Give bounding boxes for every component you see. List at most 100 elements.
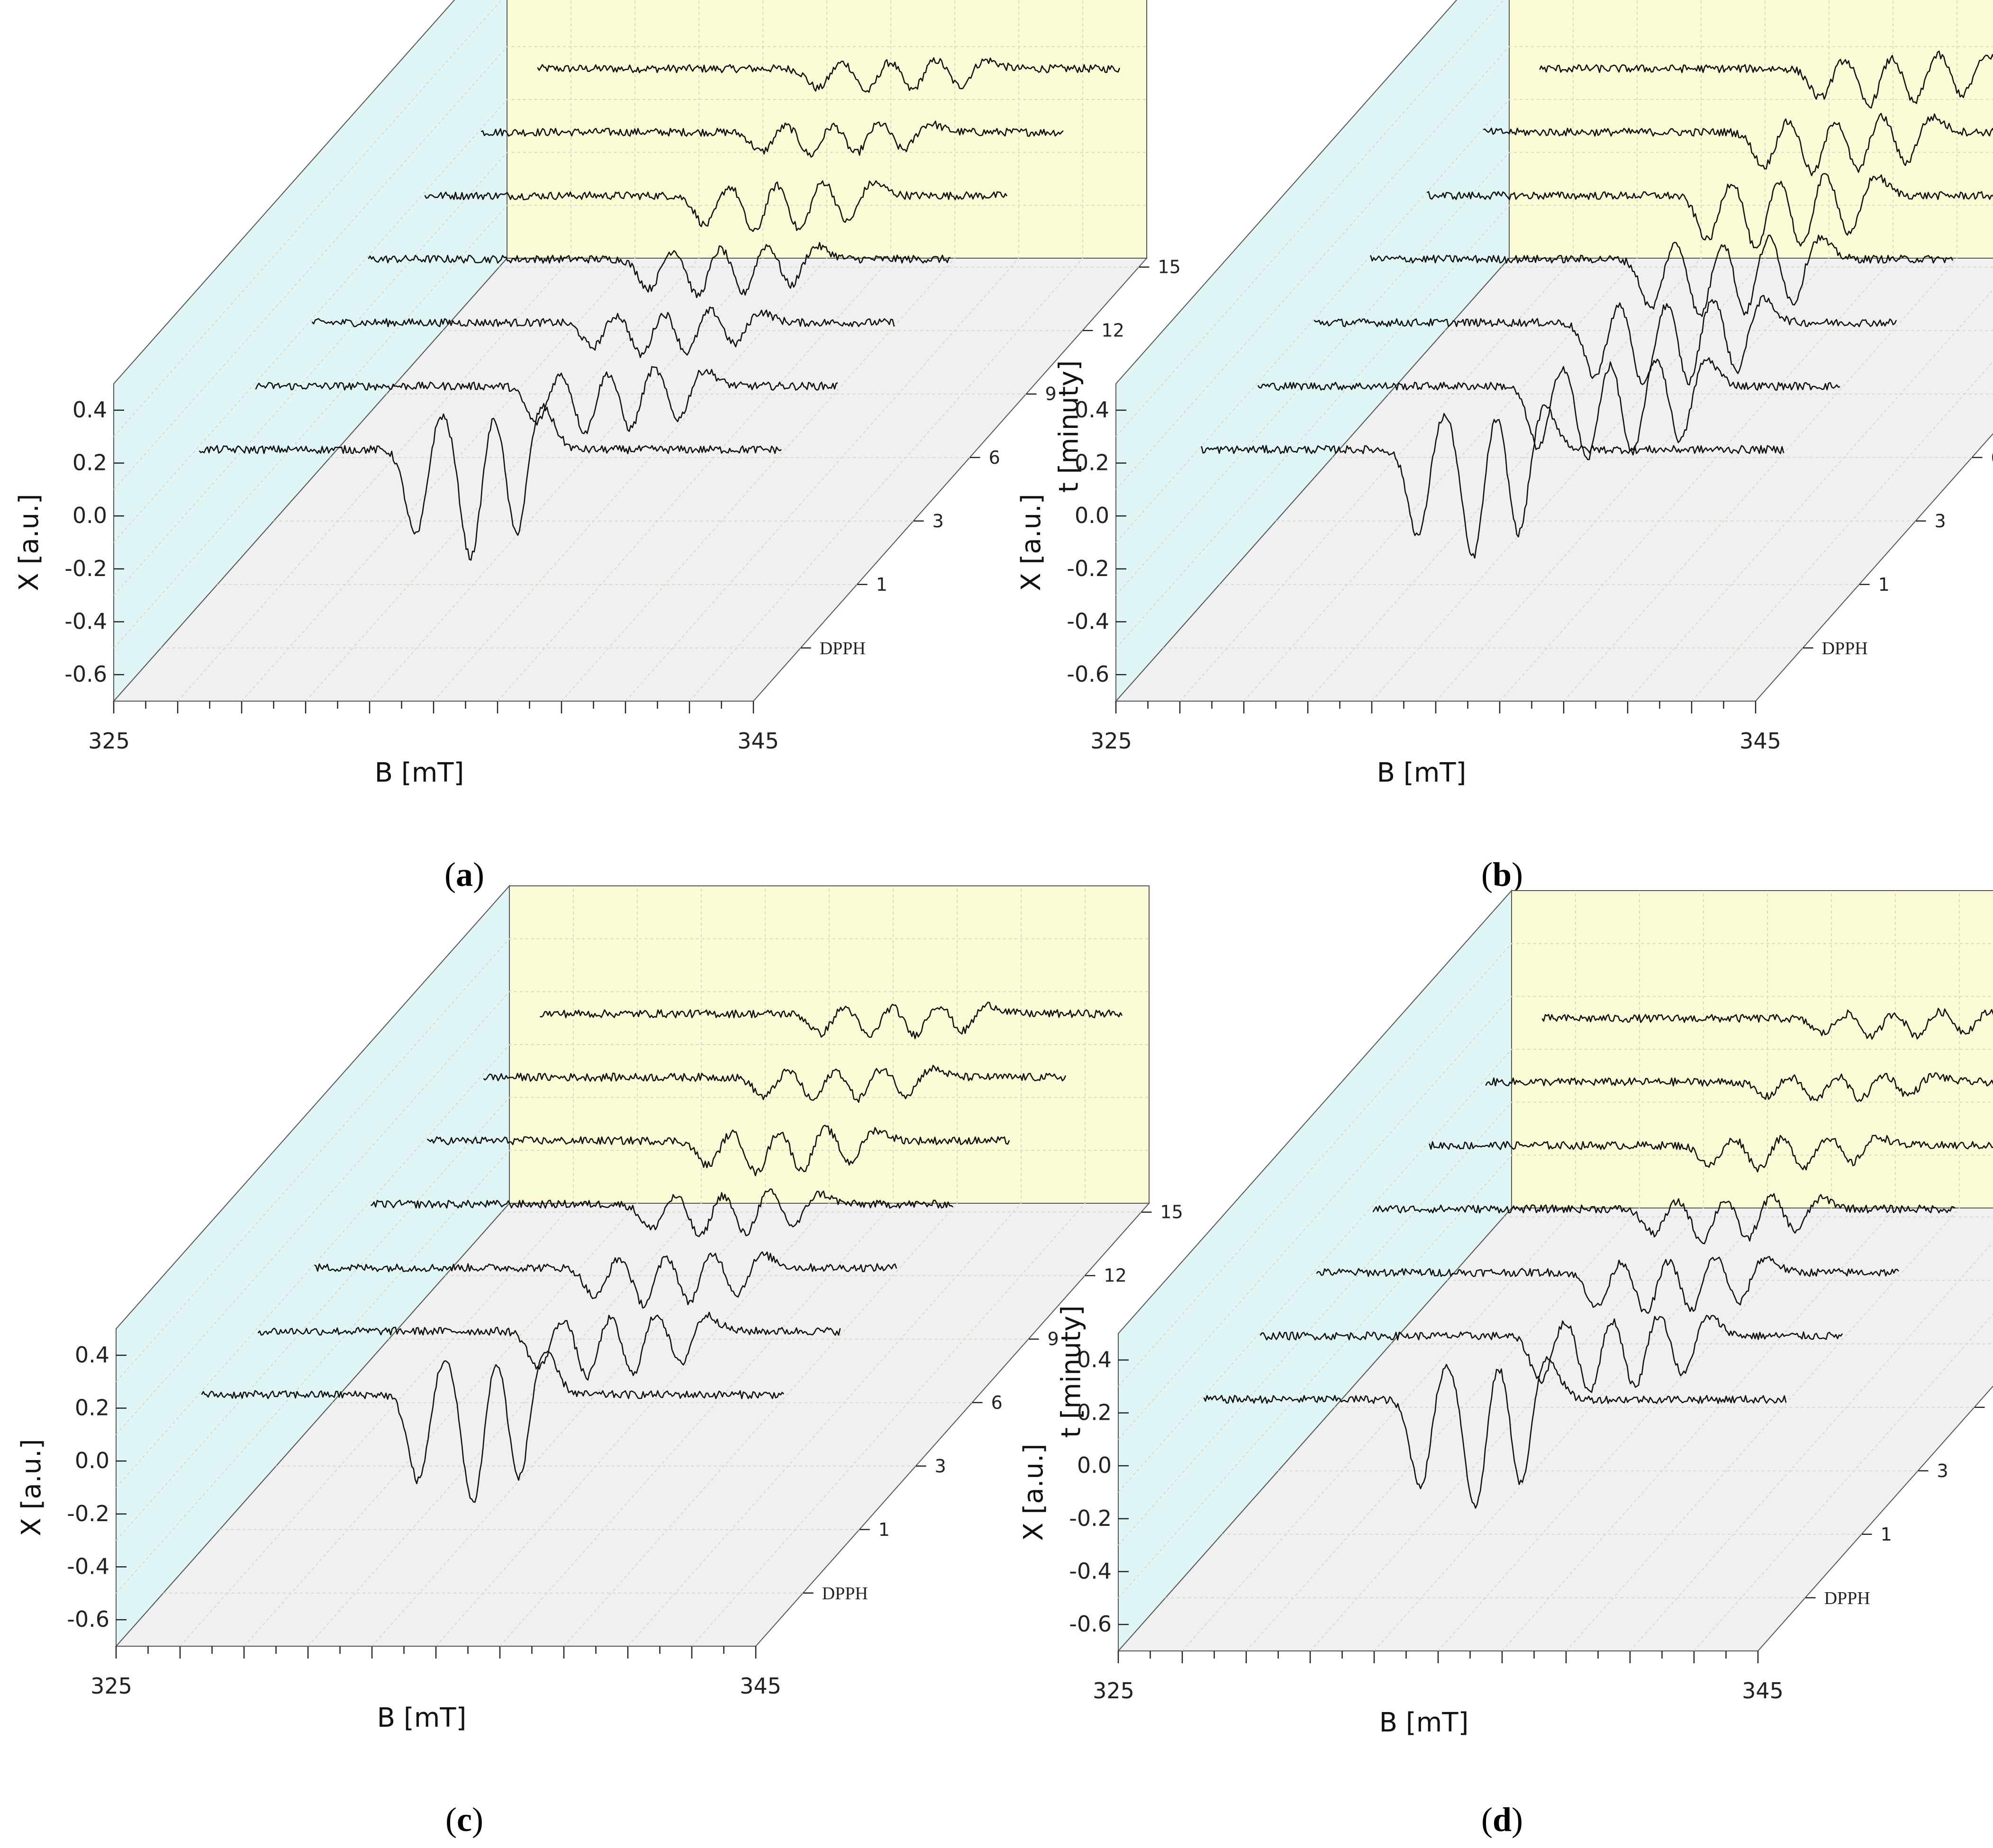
traces xyxy=(201,1001,1123,1503)
t-tick-label: 3 xyxy=(1937,1460,1948,1481)
trace-9 xyxy=(1429,1135,1993,1172)
grid-line-x xyxy=(1115,205,1993,649)
b-axis: 325 345 B [mT] xyxy=(1093,1651,1784,1738)
caption-letter: a xyxy=(456,856,473,893)
grid-line-x xyxy=(113,46,1147,490)
y-tick-label: -0.4 xyxy=(1067,609,1109,634)
grid-line-x xyxy=(113,99,1147,543)
b-axis-title: B [mT] xyxy=(377,1703,467,1733)
trace-9 xyxy=(1426,173,1993,249)
panel-caption: (d) xyxy=(1481,1801,1523,1839)
y-tick-label: -0.2 xyxy=(67,1501,109,1526)
t-tick-label: 3 xyxy=(1935,511,1946,532)
b-tick-label-min: 325 xyxy=(88,728,130,754)
y-tick-label: -0.6 xyxy=(1067,661,1109,687)
grid-lines xyxy=(1115,0,1993,702)
y-tick-label: 0.4 xyxy=(75,1342,109,1368)
traces xyxy=(1203,1008,1993,1509)
b-axis: 325 345 B [mT] xyxy=(88,701,779,788)
grid-line-x xyxy=(1118,1049,1993,1493)
grid-line-x xyxy=(113,152,1147,596)
grid-line-b xyxy=(499,886,894,1647)
grid-line-b xyxy=(1246,891,1640,1651)
trace-6 xyxy=(1372,1193,1956,1244)
trace-12 xyxy=(480,120,1064,158)
y-tick-label: 0.0 xyxy=(75,1448,109,1473)
trace-9 xyxy=(424,180,1008,232)
trace-12 xyxy=(1485,1072,1993,1102)
grid-line-b xyxy=(241,0,635,702)
t-tick-label: 3 xyxy=(933,511,944,532)
grid-line-x xyxy=(1118,996,1993,1440)
grid-line-x xyxy=(116,938,1149,1382)
trace-DPPH xyxy=(199,403,782,561)
y-axis-title: X [a.u.] xyxy=(1018,1443,1049,1541)
t-tick-label: 9 xyxy=(1045,384,1056,405)
panel-d: 0.4 0.2 0.0 -0.2 -0.4 -0.6 X [a.u.] 325 345 B [mT… xyxy=(1018,889,1993,1839)
t-tick-label: DPPH xyxy=(820,639,866,658)
traces xyxy=(1201,50,1993,559)
y-axis-title: X [a.u.] xyxy=(1016,494,1047,591)
b-axis-title: B [mT] xyxy=(1377,757,1467,788)
trace-9 xyxy=(426,1125,1010,1176)
grid-lines xyxy=(1118,891,1993,1651)
panel-caption: (a) xyxy=(444,856,484,893)
trace-DPPH xyxy=(201,1351,785,1503)
t-tick-label: 1 xyxy=(1878,574,1890,595)
grid-line-x xyxy=(1115,99,1993,543)
x-value-axis: 0.4 0.2 0.0 -0.2 -0.4 -0.6 X [a.u.] xyxy=(1018,1347,1129,1637)
caption-letter: c xyxy=(457,1801,472,1839)
grid-line-x xyxy=(116,1044,1149,1488)
caption-letter: d xyxy=(1493,1801,1512,1839)
trace-6 xyxy=(368,242,951,298)
trace-1 xyxy=(1257,357,1840,460)
traces xyxy=(199,57,1121,561)
b-tick-label-min: 325 xyxy=(1093,1678,1134,1704)
grid-line-b xyxy=(1243,0,1638,702)
trace-DPPH xyxy=(1203,1356,1787,1509)
b-tick-label-min: 325 xyxy=(1090,728,1132,754)
t-tick-label: 12 xyxy=(1104,1265,1126,1286)
grid-line-b xyxy=(1307,0,1702,702)
t-axis-title: t [minuty] xyxy=(1054,360,1085,493)
y-tick-label: 0.4 xyxy=(1075,397,1109,423)
trace-15 xyxy=(1541,1008,1993,1040)
b-tick-label-max: 345 xyxy=(737,728,779,754)
grid-line-b xyxy=(244,886,638,1647)
panel-b: 0.4 0.2 0.0 -0.2 -0.4 -0.6 X [a.u.] 325 345 B [mT… xyxy=(1016,0,1993,893)
t-tick-label: 6 xyxy=(991,1392,1003,1413)
panel-a: 0.4 0.2 0.0 -0.2 -0.4 -0.6 X [a.u.] 325 345 B [mT… xyxy=(14,0,1181,893)
y-tick-label: 0.2 xyxy=(72,450,107,476)
grid-line-x xyxy=(116,1150,1149,1594)
back-wall-plane xyxy=(1509,0,1993,259)
grid-line-x xyxy=(1118,943,1993,1387)
trace-12 xyxy=(1483,113,1993,176)
trace-3 xyxy=(1316,1256,1899,1314)
b-tick-label-max: 345 xyxy=(1742,1678,1784,1704)
t-tick-label: DPPH xyxy=(1822,639,1868,658)
trace-1 xyxy=(257,1311,841,1381)
y-tick-label: 0.2 xyxy=(75,1395,109,1421)
y-tick-label: 0.0 xyxy=(1075,503,1109,528)
trace-DPPH xyxy=(1201,404,1785,559)
y-tick-label: -0.4 xyxy=(1069,1559,1112,1584)
trace-3 xyxy=(314,1251,897,1309)
grid-line-b xyxy=(1563,0,1957,702)
y-tick-label: -0.4 xyxy=(64,609,107,634)
trace-6 xyxy=(1370,234,1954,317)
panel-caption: (c) xyxy=(445,1801,483,1839)
t-tick-label: 9 xyxy=(1047,1329,1059,1350)
panel-c: 0.4 0.2 0.0 -0.2 -0.4 -0.6 X [a.u.] 325 345 B [mT… xyxy=(16,884,1183,1839)
trace-3 xyxy=(311,306,895,358)
grid-line-x xyxy=(1118,1101,1993,1546)
x-value-axis: 0.4 0.2 0.0 -0.2 -0.4 -0.6 X [a.u.] xyxy=(14,397,124,687)
y-tick-label: 0.2 xyxy=(1077,1400,1112,1425)
grid-line-x xyxy=(116,991,1149,1435)
grid-line-x xyxy=(116,1097,1149,1541)
t-tick-label: 12 xyxy=(1101,320,1124,341)
b-tick-label-min: 325 xyxy=(91,1673,132,1699)
